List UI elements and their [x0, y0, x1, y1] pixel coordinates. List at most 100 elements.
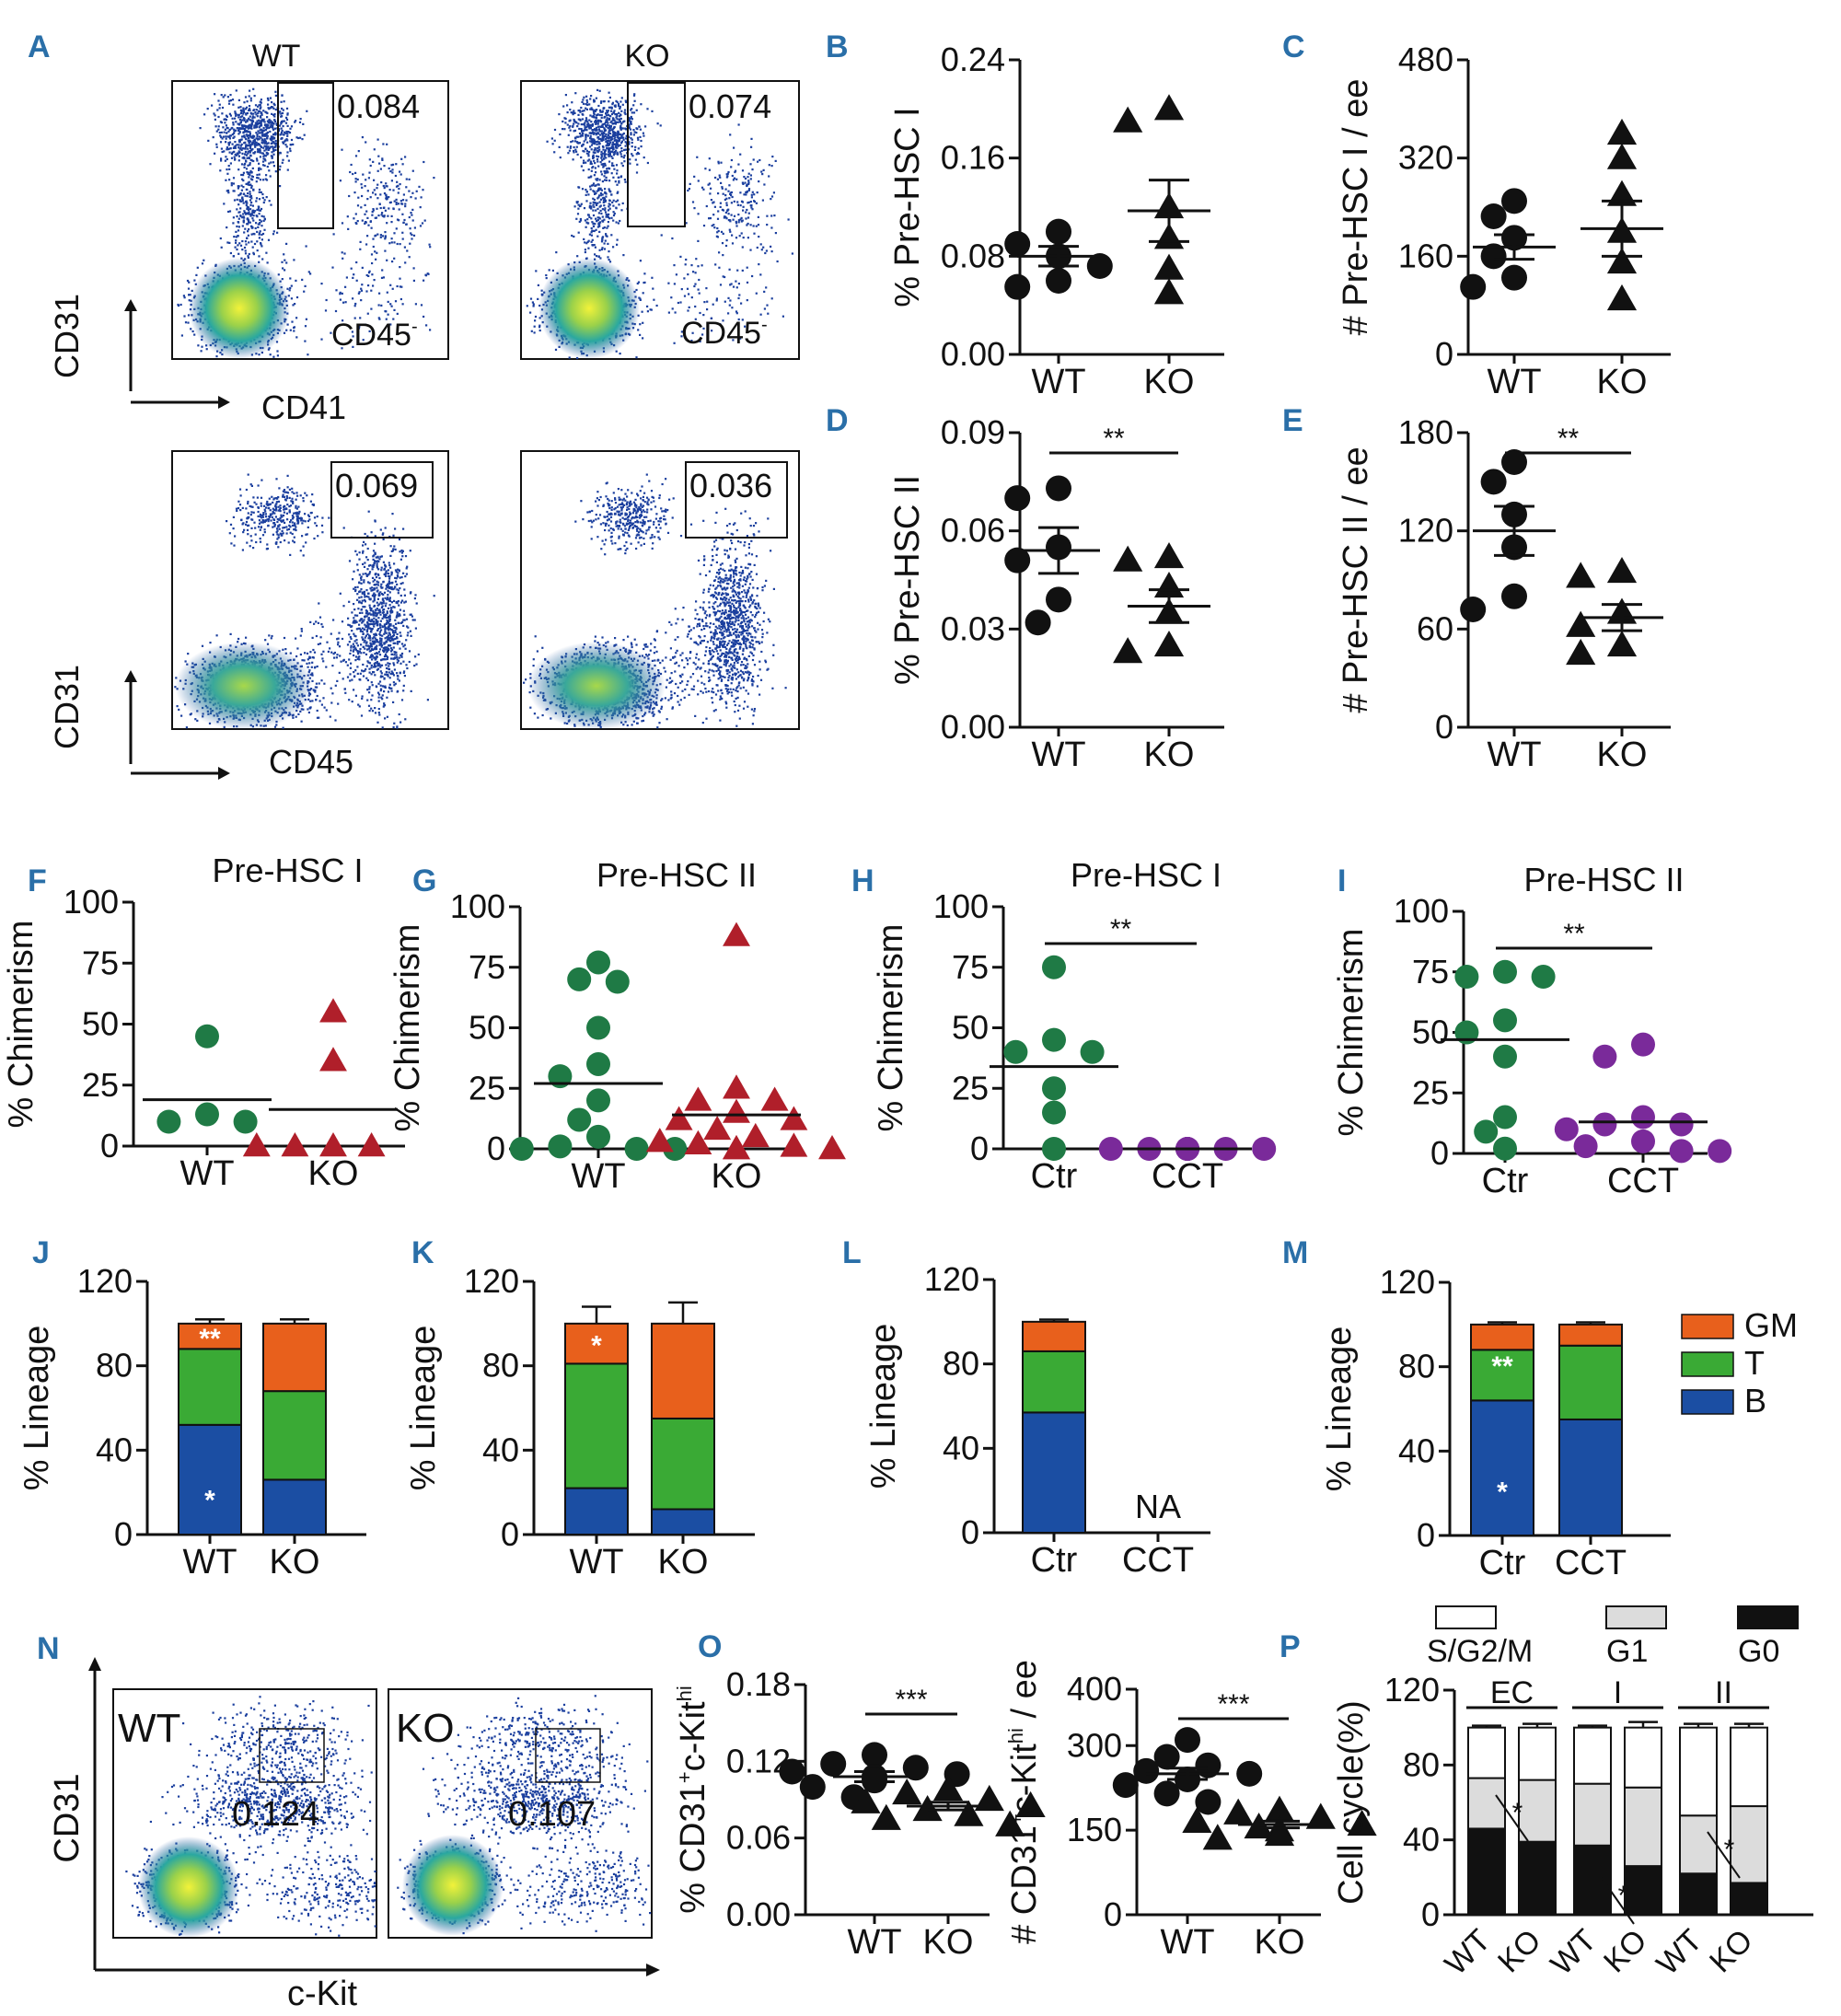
flow-event — [765, 249, 768, 252]
flow-event — [322, 697, 325, 700]
flow-event — [423, 219, 426, 222]
flow-event — [603, 127, 606, 130]
flow-event — [385, 196, 388, 199]
flow-event — [270, 135, 272, 138]
flow-event — [749, 249, 752, 251]
flow-event — [177, 304, 180, 307]
flow-event — [237, 98, 240, 101]
flow-event — [235, 121, 237, 123]
flow-event — [239, 244, 243, 247]
flow-event — [226, 172, 229, 175]
flow-event — [379, 234, 382, 237]
flow-event — [618, 111, 620, 114]
flow-event — [632, 133, 635, 136]
flow-event — [272, 153, 275, 156]
flow-event — [583, 96, 585, 98]
flow-event — [263, 157, 266, 161]
flow-event — [255, 122, 258, 124]
flow-event — [608, 152, 611, 155]
flow-event — [687, 309, 689, 312]
flow-event — [408, 215, 411, 219]
flow-event — [263, 149, 266, 152]
flow-event — [370, 226, 373, 229]
flow-event — [608, 100, 610, 103]
flow-event — [242, 186, 245, 189]
flow-event — [235, 89, 237, 92]
flow-event — [725, 217, 728, 220]
flow-event — [608, 129, 611, 132]
flow-event — [269, 175, 272, 178]
flow-event — [320, 283, 323, 285]
flow-event — [392, 207, 395, 211]
flow-event — [299, 710, 302, 713]
flow-event — [269, 125, 272, 129]
flow-event — [396, 312, 399, 315]
flow-event — [220, 246, 223, 249]
flow-event — [368, 270, 371, 272]
flow-event — [603, 204, 606, 207]
flow-event — [530, 330, 533, 332]
flow-event — [264, 178, 267, 180]
flow-event — [593, 112, 596, 115]
flow-event — [295, 715, 297, 718]
flow-event — [247, 139, 249, 142]
flow-event — [240, 189, 243, 191]
flow-event — [603, 150, 607, 153]
flow-event — [271, 151, 273, 154]
flow-event — [602, 100, 605, 103]
flow-event — [731, 242, 735, 245]
flow-event — [286, 323, 289, 326]
flow-event — [236, 248, 238, 251]
flow-event — [260, 145, 262, 147]
flow-event — [395, 185, 399, 188]
flow-event — [414, 197, 417, 200]
flow-event — [646, 108, 649, 110]
flow-event — [259, 110, 261, 113]
flow-event — [628, 117, 631, 120]
flow-event — [325, 298, 328, 302]
flow-event — [258, 191, 261, 193]
flow-event — [617, 191, 619, 193]
flow-event — [209, 163, 212, 166]
flow-event — [260, 124, 263, 127]
flow-event — [286, 168, 289, 171]
flow-event — [372, 208, 375, 211]
flow-event — [419, 206, 422, 209]
flow-event — [256, 133, 259, 136]
flow-event — [259, 209, 261, 212]
flow-event — [243, 134, 246, 137]
flow-event — [259, 151, 261, 154]
flow-event — [602, 138, 605, 141]
flow-event — [259, 179, 262, 181]
flow-event — [396, 284, 399, 288]
flow-event — [330, 701, 333, 704]
flow-event — [264, 159, 267, 162]
flow-event — [256, 120, 259, 122]
flow-event — [237, 203, 240, 206]
flow-event — [577, 122, 580, 125]
flow-event — [570, 111, 573, 114]
flow-event — [249, 97, 252, 99]
flow-event — [247, 256, 249, 259]
flow-event — [730, 158, 733, 162]
flow-event — [251, 246, 254, 249]
flow-event — [616, 121, 619, 123]
flow-event — [585, 136, 587, 139]
flow-event — [405, 223, 408, 226]
flow-event — [251, 136, 254, 139]
flow-event — [558, 145, 561, 148]
flow-event — [594, 253, 596, 256]
flow-event — [602, 166, 605, 168]
flow-event — [384, 231, 387, 234]
flow-event — [243, 101, 246, 104]
flow-event — [728, 268, 731, 271]
flow-event — [228, 168, 231, 170]
flow-event — [615, 116, 618, 119]
flow-event — [342, 319, 344, 322]
flow-event — [588, 119, 591, 122]
flow-event — [605, 153, 608, 156]
flow-event — [612, 119, 615, 122]
flow-event — [615, 149, 618, 152]
flow-event — [258, 173, 261, 176]
flow-event — [248, 176, 250, 179]
